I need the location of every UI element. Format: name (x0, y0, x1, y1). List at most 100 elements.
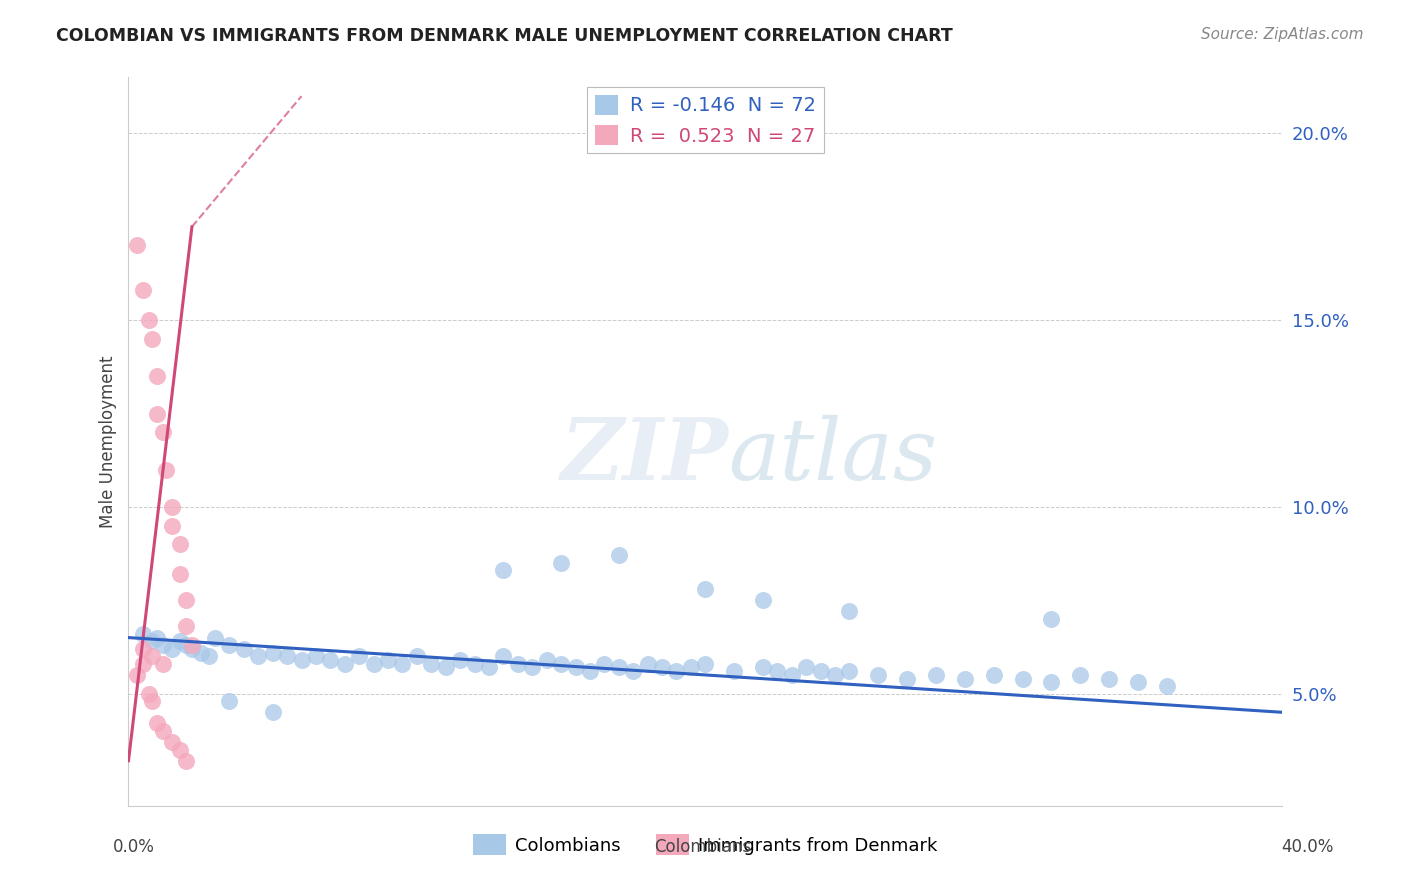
Point (160, 735, 183, 749)
Y-axis label: Male Unemployment: Male Unemployment (100, 355, 117, 528)
Point (132, 627, 155, 641)
Point (464, 657, 486, 671)
Point (138, 687, 160, 701)
Text: Source: ZipAtlas.com: Source: ZipAtlas.com (1201, 27, 1364, 42)
Point (174, 754, 197, 768)
Point (181, 641, 204, 656)
Point (1098, 672, 1121, 686)
Point (434, 660, 457, 674)
Point (169, 567, 191, 582)
Point (305, 649, 328, 664)
Point (492, 563, 515, 577)
Point (333, 657, 356, 671)
Point (363, 657, 385, 671)
Point (152, 657, 174, 671)
Point (593, 657, 616, 671)
Point (492, 649, 515, 664)
Legend: R = -0.146  N = 72, R =  0.523  N = 27: R = -0.146 N = 72, R = 0.523 N = 27 (588, 87, 824, 153)
Point (838, 604, 860, 618)
Point (983, 668, 1005, 682)
Point (794, 660, 817, 674)
Point (550, 556, 572, 570)
Point (405, 649, 427, 664)
Point (141, 634, 163, 648)
Point (420, 657, 443, 671)
Point (824, 668, 846, 682)
Point (146, 407, 169, 421)
Point (695, 657, 717, 671)
Point (181, 638, 204, 652)
Point (160, 500, 183, 514)
Text: 0.0%: 0.0% (112, 838, 155, 856)
Point (651, 660, 673, 674)
Point (347, 649, 370, 664)
Point (190, 646, 212, 660)
Point (752, 660, 775, 674)
Point (536, 653, 558, 667)
Point (695, 582, 717, 596)
Point (550, 657, 572, 671)
Point (1069, 668, 1091, 682)
Point (925, 668, 948, 682)
Point (146, 369, 169, 384)
Point (141, 694, 163, 708)
Point (953, 672, 976, 686)
Point (1040, 675, 1063, 690)
Point (160, 518, 183, 533)
Point (169, 634, 191, 648)
Point (780, 668, 803, 682)
Point (1126, 675, 1149, 690)
Point (218, 638, 240, 652)
Point (152, 723, 174, 738)
Point (174, 638, 197, 652)
Point (127, 668, 149, 682)
Point (838, 664, 860, 678)
Point (152, 638, 174, 652)
Point (247, 649, 270, 664)
Text: ZIP: ZIP (561, 415, 728, 498)
Point (174, 593, 197, 607)
Point (377, 653, 399, 667)
Point (449, 653, 471, 667)
Point (391, 657, 413, 671)
Point (290, 653, 312, 667)
Point (169, 537, 191, 551)
Point (868, 668, 890, 682)
Point (198, 649, 221, 664)
Point (169, 742, 191, 756)
Text: COLOMBIAN VS IMMIGRANTS FROM DENMARK MALE UNEMPLOYMENT CORRELATION CHART: COLOMBIAN VS IMMIGRANTS FROM DENMARK MAL… (56, 27, 953, 45)
Point (262, 646, 284, 660)
Point (506, 657, 529, 671)
Point (204, 631, 226, 645)
Point (132, 283, 155, 297)
Point (522, 660, 544, 674)
Point (896, 672, 918, 686)
Point (174, 619, 197, 633)
Point (607, 549, 630, 563)
Point (637, 657, 659, 671)
Point (319, 653, 342, 667)
Point (579, 664, 602, 678)
Point (665, 664, 688, 678)
Point (232, 641, 254, 656)
Point (141, 332, 163, 346)
Point (152, 425, 174, 440)
Text: atlas: atlas (728, 415, 938, 498)
Point (1011, 672, 1033, 686)
Point (132, 641, 155, 656)
Point (679, 660, 702, 674)
Point (155, 462, 177, 476)
Point (160, 641, 183, 656)
Point (132, 657, 155, 671)
Point (1156, 679, 1178, 693)
Point (146, 631, 169, 645)
Point (146, 716, 169, 731)
Point (607, 660, 630, 674)
Point (262, 706, 284, 720)
Point (810, 664, 832, 678)
Point (752, 593, 775, 607)
Point (766, 664, 789, 678)
Point (478, 660, 501, 674)
Point (564, 660, 586, 674)
Point (218, 694, 240, 708)
